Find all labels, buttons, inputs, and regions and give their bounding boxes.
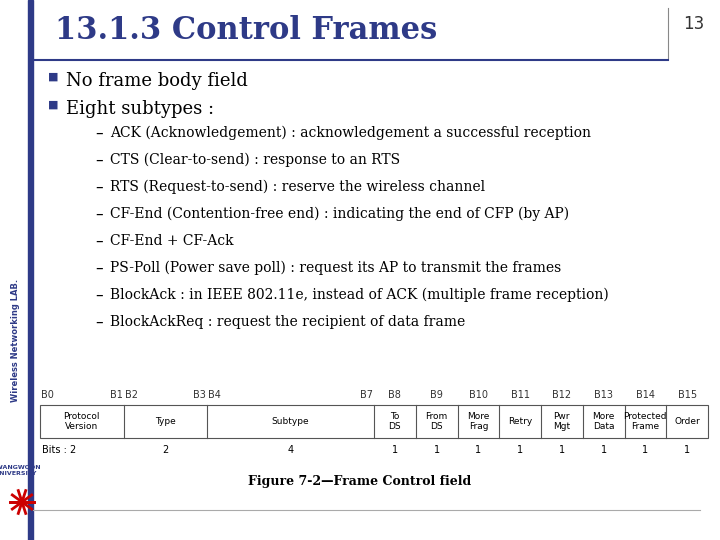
Text: BlockAckReq : request the recipient of data frame: BlockAckReq : request the recipient of d… — [110, 315, 465, 329]
Text: –: – — [95, 261, 103, 276]
Text: BlockAck : in IEEE 802.11e, instead of ACK (multiple frame reception): BlockAck : in IEEE 802.11e, instead of A… — [110, 288, 608, 302]
Text: B13: B13 — [594, 390, 613, 400]
Text: B7: B7 — [360, 390, 373, 400]
Text: 13.1.3 Control Frames: 13.1.3 Control Frames — [55, 15, 437, 46]
Text: RTS (Request-to-send) : reserve the wireless channel: RTS (Request-to-send) : reserve the wire… — [110, 180, 485, 194]
Text: No frame body field: No frame body field — [66, 72, 248, 90]
Text: B11: B11 — [510, 390, 530, 400]
Text: Wireless Networking LAB.: Wireless Networking LAB. — [12, 279, 20, 402]
Text: –: – — [95, 180, 103, 195]
Text: Retry: Retry — [508, 417, 532, 426]
Text: Type: Type — [155, 417, 176, 426]
Text: Bits : 2: Bits : 2 — [42, 445, 76, 455]
Text: 1: 1 — [559, 445, 565, 455]
Text: B15: B15 — [678, 390, 697, 400]
Text: Protocol
Version: Protocol Version — [63, 412, 100, 431]
Text: B1: B1 — [109, 390, 122, 400]
Text: 2: 2 — [162, 445, 168, 455]
Bar — [40, 405, 708, 438]
Text: Protected
Frame: Protected Frame — [624, 412, 667, 431]
Text: B12: B12 — [552, 390, 572, 400]
Text: Pwr
Mgt: Pwr Mgt — [553, 412, 570, 431]
Text: 1: 1 — [475, 445, 482, 455]
Text: Order: Order — [674, 417, 700, 426]
Bar — [28, 0, 33, 540]
Text: 1: 1 — [642, 445, 649, 455]
Text: B10: B10 — [469, 390, 488, 400]
Text: ACK (Acknowledgement) : acknowledgement a successful reception: ACK (Acknowledgement) : acknowledgement … — [110, 126, 591, 140]
Text: Subtype: Subtype — [271, 417, 310, 426]
Text: 1: 1 — [684, 445, 690, 455]
Text: 1: 1 — [433, 445, 440, 455]
Text: 1: 1 — [600, 445, 607, 455]
Text: ■: ■ — [48, 72, 58, 82]
Text: 13: 13 — [683, 15, 705, 33]
Text: B0: B0 — [41, 390, 54, 400]
Text: –: – — [95, 288, 103, 303]
Text: To
DS: To DS — [389, 412, 401, 431]
Text: CF-End + CF-Ack: CF-End + CF-Ack — [110, 234, 233, 248]
Text: KWANGWOON
UNIVERSITY: KWANGWOON UNIVERSITY — [0, 465, 41, 476]
Text: PS-Poll (Power save poll) : request its AP to transmit the frames: PS-Poll (Power save poll) : request its … — [110, 261, 562, 275]
Text: From
DS: From DS — [426, 412, 448, 431]
Text: More
Frag: More Frag — [467, 412, 490, 431]
Text: B3: B3 — [193, 390, 206, 400]
Text: –: – — [95, 153, 103, 168]
Text: B9: B9 — [430, 390, 443, 400]
Text: CTS (Clear-to-send) : response to an RTS: CTS (Clear-to-send) : response to an RTS — [110, 153, 400, 167]
Text: –: – — [95, 234, 103, 249]
Text: 1: 1 — [517, 445, 523, 455]
Text: Figure 7-2—Frame Control field: Figure 7-2—Frame Control field — [248, 475, 472, 488]
Text: B8: B8 — [388, 390, 401, 400]
Text: 4: 4 — [287, 445, 294, 455]
Text: B4: B4 — [208, 390, 221, 400]
Text: –: – — [95, 315, 103, 330]
Text: –: – — [95, 207, 103, 222]
Text: ■: ■ — [48, 100, 58, 110]
Text: More
Data: More Data — [593, 412, 615, 431]
Text: Eight subtypes :: Eight subtypes : — [66, 100, 214, 118]
Text: CF-End (Contention-free end) : indicating the end of CFP (by AP): CF-End (Contention-free end) : indicatin… — [110, 207, 569, 221]
Text: B14: B14 — [636, 390, 655, 400]
Text: 1: 1 — [392, 445, 398, 455]
Text: B2: B2 — [125, 390, 138, 400]
Text: –: – — [95, 126, 103, 141]
